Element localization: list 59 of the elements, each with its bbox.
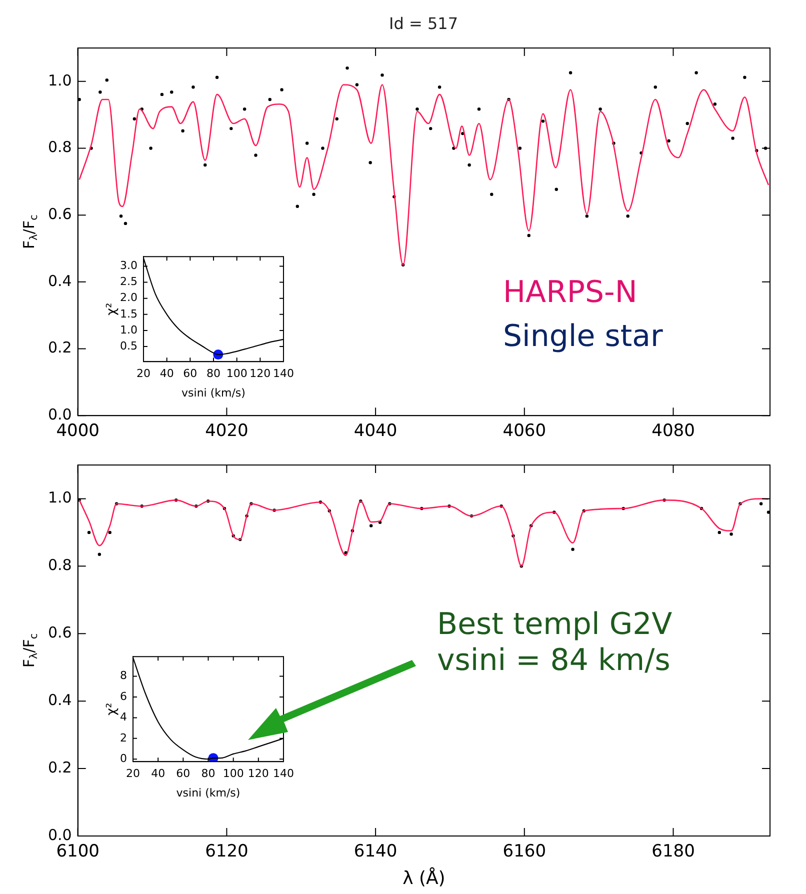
x-tick-label: 80 (206, 367, 220, 380)
x-tick-label: 4000 (56, 421, 100, 442)
x-tick-label: 40 (151, 767, 166, 780)
x-tick-label: 60 (176, 767, 190, 780)
x-tick-label: 140 (273, 767, 294, 780)
x-tick-label: 40 (160, 367, 174, 380)
x-axis-title: λ (Å) (402, 866, 446, 889)
y-tick-label: 0.4 (48, 690, 72, 709)
y-tick-label: 3.0 (120, 259, 138, 272)
y-tick-label: 0.2 (48, 338, 72, 357)
y-axis-title: χ² (104, 302, 120, 316)
y-tick-label: 8 (120, 669, 127, 682)
y-tick-label: 4 (120, 710, 127, 724)
y-tick-label: 1.0 (120, 323, 138, 336)
x-tick-label: 6140 (354, 842, 398, 862)
y-tick-label: 0.4 (48, 272, 72, 290)
x-tick-label: 6180 (652, 842, 695, 862)
y-tick-label: 0.6 (48, 624, 72, 642)
x-tick-label: 6160 (502, 842, 546, 862)
y-tick-label: 6 (120, 690, 127, 703)
x-tick-label: 4060 (502, 421, 546, 442)
y-tick-label: 0.0 (48, 405, 72, 424)
y-axis-title: χ² (104, 702, 120, 716)
x-axis-title: vsini (km/s) (182, 386, 246, 400)
y-tick-label: 0.0 (48, 826, 72, 844)
y-tick-label: 1.5 (120, 307, 138, 320)
x-tick-label: 100 (222, 767, 244, 780)
y-tick-label: 0.8 (48, 556, 72, 574)
x-tick-label: 20 (126, 767, 140, 780)
y-tick-label: 0.2 (48, 758, 72, 776)
annotation: Best templ G2V (437, 607, 672, 642)
x-tick-label: 4020 (205, 421, 248, 442)
annotation: HARPS-N (503, 275, 638, 310)
annotation: vsini = 84 km/s (437, 643, 670, 678)
chart-title: Id = 517 (388, 14, 459, 33)
x-tick-label: 80 (201, 767, 216, 780)
y-tick-label: 1.0 (48, 488, 72, 507)
x-tick-label: 60 (183, 367, 198, 380)
x-tick-label: 120 (250, 367, 271, 380)
y-tick-label: 0.8 (48, 138, 72, 156)
x-tick-label: 4040 (354, 421, 398, 442)
y-axis-title: Fλ/Fc (20, 214, 40, 249)
y-axis-title: Fλ/Fc (20, 633, 40, 668)
y-tick-label: 1.0 (48, 71, 72, 90)
annotation: Single star (503, 319, 663, 354)
x-tick-label: 20 (136, 367, 150, 380)
x-tick-label: 140 (273, 367, 294, 380)
x-tick-label: 4080 (652, 421, 695, 442)
x-tick-label: 6120 (205, 842, 248, 862)
y-tick-label: 0 (120, 752, 127, 765)
y-tick-label: 2 (120, 731, 127, 744)
y-tick-label: 2.0 (120, 291, 138, 304)
x-axis-title: vsini (km/s) (176, 786, 240, 800)
y-tick-label: 0.6 (48, 204, 72, 223)
y-tick-label: 0.5 (120, 339, 138, 352)
x-tick-label: 6100 (56, 842, 100, 862)
x-tick-label: 100 (226, 367, 248, 380)
x-tick-label: 120 (248, 767, 269, 780)
y-tick-label: 2.5 (120, 275, 138, 288)
